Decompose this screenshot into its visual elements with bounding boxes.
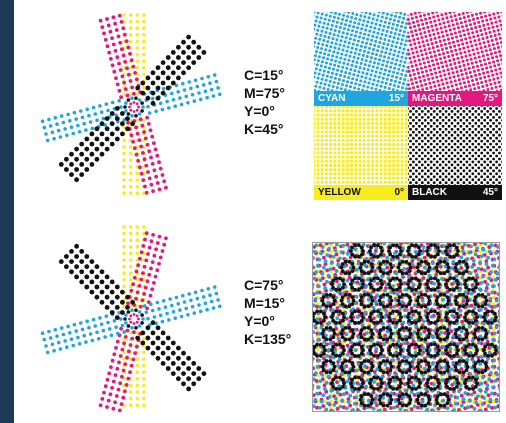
top-angle-black: K=45° [244,121,284,137]
magenta-swatch: MAGENTA 75° [408,12,502,106]
cyan-name: CYAN [318,93,346,104]
cyan-angle: 15° [388,93,404,104]
yellow-swatch-label: YELLOW 0° [314,185,408,200]
bottom-screen-angle-star [40,225,222,413]
magenta-swatch-label: MAGENTA 75° [408,91,502,106]
magenta-angle: 75° [482,93,498,104]
bottom-angle-magenta: M=15° [244,295,286,311]
bottom-angle-cyan: C=75° [244,277,284,293]
bottom-angle-yellow: Y=0° [244,313,275,329]
top-angle-cyan: C=15° [244,67,284,83]
cyan-swatch-label: CYAN 15° [314,91,408,106]
yellow-angle: 0° [394,187,404,198]
magenta-name: MAGENTA [412,93,462,104]
yellow-name: YELLOW [318,187,361,198]
bottom-angle-list: C=75° M=15° Y=0° K=135° [244,276,291,348]
black-swatch: BLACK 45° [408,106,502,200]
bottom-angle-black: K=135° [244,331,292,347]
top-angle-list: C=15° M=75° Y=0° K=45° [244,66,285,138]
black-angle: 45° [482,187,498,198]
black-name: BLACK [412,187,447,198]
illustration-canvas: C=15° M=75° Y=0° K=45° CYAN 15° MAGENTA … [14,0,506,423]
yellow-swatch: YELLOW 0° [314,106,408,200]
top-screen-angle-star [40,13,222,195]
top-angle-yellow: Y=0° [244,103,275,119]
moire-pattern-sample [312,242,500,412]
top-angle-magenta: M=75° [244,85,286,101]
black-swatch-label: BLACK 45° [408,185,502,200]
cyan-swatch: CYAN 15° [314,12,408,106]
